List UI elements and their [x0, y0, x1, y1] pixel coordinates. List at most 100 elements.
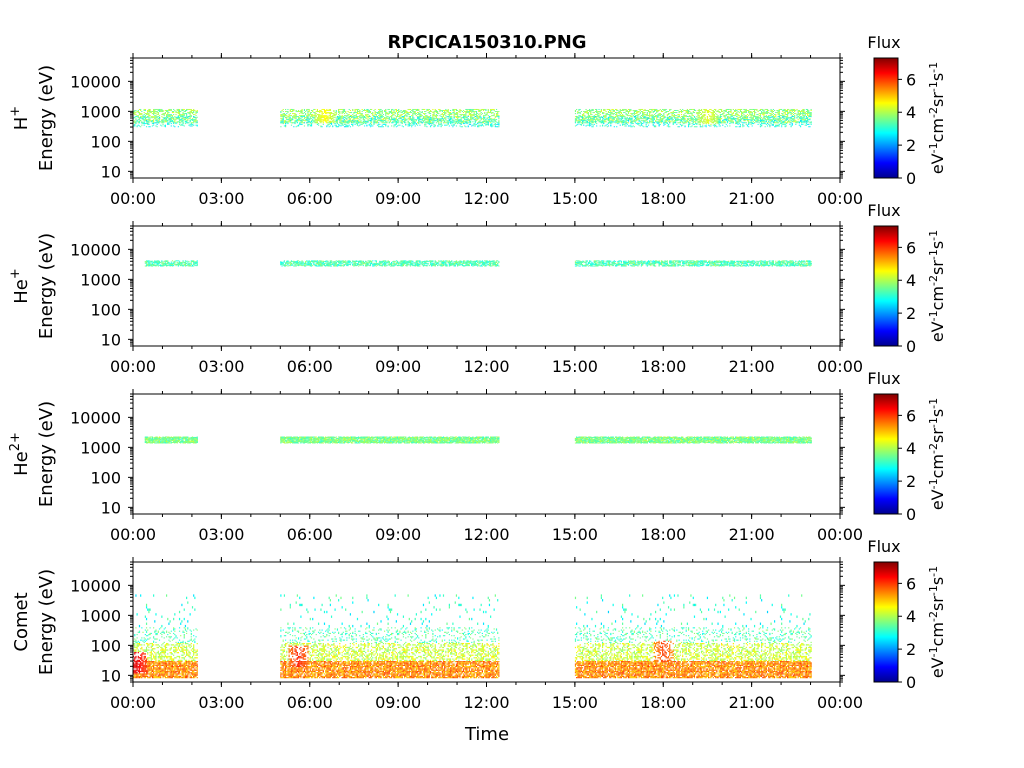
flux-cell: [310, 118, 313, 120]
flux-cell: [433, 113, 435, 115]
flux-cell: [482, 115, 485, 117]
flux-cell: [301, 123, 303, 125]
panels-group: 00:00 03:00 06:00 09:00 12:00 15:00 18:00 21:00…: [8, 33, 947, 712]
flux-cell: [386, 117, 388, 119]
flux-cell: [345, 115, 347, 117]
flux-cell: [792, 112, 795, 114]
flux-cell: [379, 118, 381, 120]
flux-cell: [730, 114, 732, 116]
flux-cell: [307, 125, 309, 127]
flux-cell: [684, 109, 686, 112]
flux-cell: [326, 117, 328, 119]
flux-cell: [492, 119, 494, 121]
flux-cell: [369, 124, 372, 126]
flux-cell: [468, 108, 470, 110]
flux-cell: [340, 121, 342, 123]
flux-cell: [484, 115, 486, 117]
flux-cell: [798, 124, 800, 126]
flux-cell: [640, 122, 643, 124]
flux-cell: [349, 126, 351, 128]
flux-cell: [587, 114, 590, 116]
flux-cell: [466, 117, 468, 119]
flux-cell: [586, 111, 588, 113]
flux-cell: [366, 118, 368, 120]
flux-cell: [710, 115, 712, 117]
flux-cell: [590, 121, 592, 123]
flux-cell: [416, 108, 419, 110]
flux-cell: [784, 113, 786, 115]
flux-cell: [789, 121, 791, 123]
flux-cell: [320, 116, 322, 118]
flux-cell: [175, 123, 177, 125]
flux-cell: [473, 125, 475, 127]
flux-cell: [759, 119, 762, 121]
flux-cell: [471, 117, 473, 119]
flux-cell: [398, 120, 400, 122]
flux-cell: [578, 118, 580, 120]
flux-cell: [598, 116, 600, 118]
flux-cell: [378, 108, 380, 110]
flux-cell: [422, 116, 425, 118]
flux-cell: [335, 111, 337, 113]
flux-cell: [170, 125, 172, 127]
flux-cell: [667, 123, 670, 125]
flux-cell: [343, 121, 346, 123]
flux-cell: [360, 120, 362, 122]
flux-cell: [383, 123, 386, 125]
flux-cell: [189, 117, 191, 119]
flux-cell: [581, 119, 584, 121]
flux-cell: [480, 109, 482, 112]
flux-cell: [164, 119, 166, 121]
flux-cell: [415, 108, 417, 110]
flux-cell: [438, 122, 440, 124]
flux-cell: [385, 114, 387, 116]
flux-cell: [365, 123, 367, 125]
flux-cell: [682, 118, 684, 120]
flux-cell: [598, 111, 600, 113]
flux-cell: [381, 119, 383, 121]
flux-cell: [414, 122, 416, 124]
flux-cell: [712, 111, 714, 113]
flux-cell: [148, 116, 150, 118]
flux-cell: [366, 109, 368, 112]
flux-cell: [138, 118, 141, 120]
flux-cell: [299, 117, 301, 119]
flux-cell: [667, 119, 670, 121]
flux-cell: [761, 121, 763, 123]
flux-cell: [771, 115, 773, 117]
flux-cell: [638, 111, 640, 113]
flux-cell: [282, 118, 284, 120]
flux-cell: [742, 118, 744, 120]
flux-cell: [356, 123, 359, 125]
flux-cell: [148, 116, 150, 118]
flux-cell: [148, 109, 150, 112]
flux-cell: [186, 109, 188, 112]
flux-cell: [656, 109, 658, 112]
flux-cell: [689, 111, 691, 113]
flux-cell: [434, 111, 436, 113]
flux-cell: [497, 111, 499, 113]
flux-cell: [303, 125, 306, 127]
flux-cell: [620, 109, 623, 112]
flux-cell: [675, 118, 677, 120]
flux-cell: [724, 118, 726, 120]
flux-cell: [698, 116, 700, 118]
flux-cell: [447, 114, 449, 116]
flux-cell: [321, 115, 323, 117]
flux-cell: [623, 109, 625, 112]
flux-cell: [363, 119, 366, 121]
flux-cell: [636, 119, 638, 121]
flux-cell: [358, 125, 360, 127]
flux-cell: [312, 120, 314, 122]
flux-cell: [181, 124, 183, 126]
flux-cell: [625, 121, 627, 123]
flux-cell: [380, 114, 382, 116]
flux-cell: [784, 126, 786, 128]
flux-cell: [353, 122, 355, 124]
flux-cell: [637, 123, 639, 125]
flux-cell: [412, 121, 414, 123]
flux-cell: [807, 123, 809, 125]
flux-cell: [196, 122, 198, 124]
flux-cell: [613, 118, 615, 120]
flux-cell: [477, 116, 479, 118]
